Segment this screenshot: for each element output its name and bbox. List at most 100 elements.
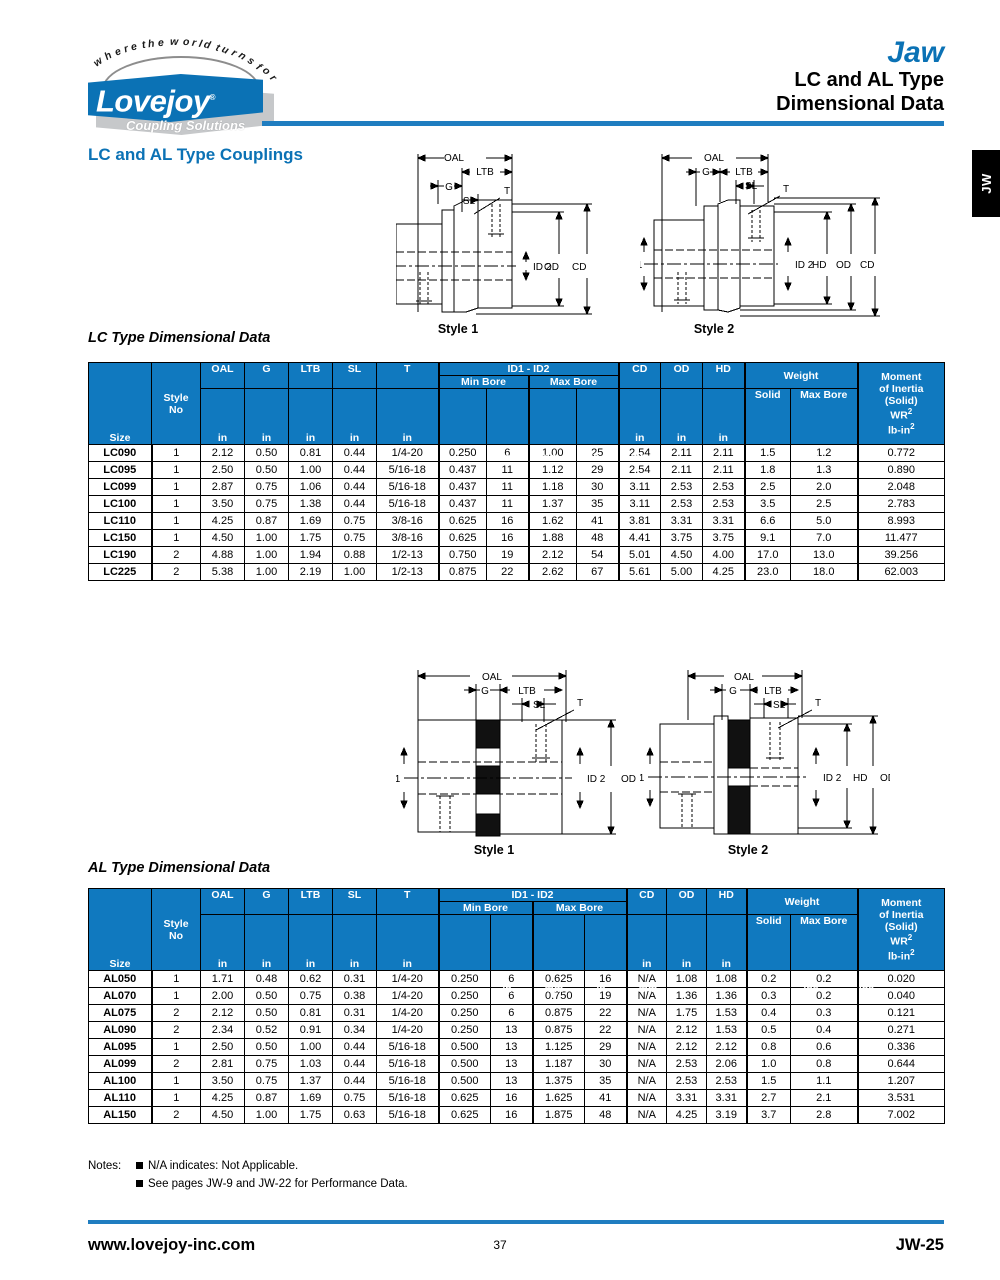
cell-od: 4.50 bbox=[660, 546, 704, 565]
cell-ltb: 1.69 bbox=[288, 1089, 333, 1108]
table-row: AL075 2 2.12 0.50 0.81 0.31 1/4-20 0.250 6 0.875 2… bbox=[88, 1004, 946, 1023]
cell-max-in: 1.375 bbox=[531, 1072, 585, 1091]
cell-wr2: 8.993 bbox=[856, 512, 946, 531]
cell-min-in: 0.750 bbox=[437, 546, 487, 565]
cell-max-mm: 22 bbox=[583, 1021, 628, 1040]
cell-oal: 2.12 bbox=[200, 444, 245, 463]
th-ltb: LTB bbox=[288, 361, 333, 390]
cell-cd: 2.54 bbox=[617, 444, 662, 463]
cell-t: 5/16-18 bbox=[376, 1038, 439, 1057]
cell-od: 2.53 bbox=[666, 1055, 708, 1074]
cell-w-solid: 2.7 bbox=[745, 1089, 792, 1108]
cell-w-solid: 9.1 bbox=[743, 529, 792, 548]
diagram-al-style1: OAL G LTB SL T ID 1 ID 2 OD Style 1 bbox=[396, 662, 646, 857]
th-moment-l1: Moment bbox=[881, 896, 922, 909]
cell-wr2: 0.336 bbox=[856, 1038, 946, 1057]
cell-min-in: 0.625 bbox=[437, 529, 487, 548]
th-unit-cd: in bbox=[617, 388, 662, 446]
cell-t: 5/16-18 bbox=[376, 1055, 439, 1074]
cell-max-mm: 35 bbox=[575, 495, 620, 514]
cell-max-mm: 30 bbox=[575, 478, 620, 497]
cell-cd: N/A bbox=[625, 1055, 668, 1074]
cell-hd: 2.53 bbox=[702, 478, 746, 497]
cell-w-solid: 17.0 bbox=[743, 546, 792, 565]
th-unit-sl: in bbox=[332, 914, 377, 972]
cell-sl: 0.44 bbox=[332, 461, 377, 480]
registered-mark: ® bbox=[209, 93, 216, 102]
cell-cd: N/A bbox=[625, 1038, 668, 1057]
cell-oal: 3.50 bbox=[200, 1072, 245, 1091]
cell-max-in: 1.00 bbox=[527, 444, 577, 463]
cell-hd: 3.19 bbox=[706, 1106, 748, 1125]
svg-text:LTB: LTB bbox=[476, 167, 494, 178]
cell-max-mm: 19 bbox=[583, 987, 628, 1006]
cell-sl: 0.75 bbox=[332, 529, 377, 548]
cell-max-in: 1.37 bbox=[527, 495, 577, 514]
cell-t: 5/16-18 bbox=[376, 495, 439, 514]
th-moment-l2: of Inertia bbox=[879, 382, 924, 395]
th-style-no-l1: Style bbox=[163, 917, 189, 930]
th-moment-l4: WR bbox=[890, 409, 908, 422]
cell-w-solid: 0.2 bbox=[745, 970, 792, 989]
cell-min-mm: 6 bbox=[490, 970, 533, 989]
th-min-bore-in bbox=[437, 914, 491, 972]
cell-od: 5.00 bbox=[660, 563, 704, 582]
svg-text:OD: OD bbox=[544, 262, 559, 273]
cell-w-max: 0.3 bbox=[790, 1004, 859, 1023]
cell-min-in: 0.250 bbox=[437, 987, 491, 1006]
cell-g: 0.50 bbox=[244, 461, 289, 480]
footer-website[interactable]: www.lovejoy-inc.com bbox=[88, 1236, 256, 1254]
cell-style: 1 bbox=[151, 1089, 201, 1108]
cell-g: 0.87 bbox=[244, 512, 289, 531]
table-row: AL050 1 1.71 0.48 0.62 0.31 1/4-20 0.250 6 0.625 1… bbox=[88, 970, 946, 989]
cell-size: LC100 bbox=[88, 495, 153, 514]
cell-hd: 1.36 bbox=[706, 987, 748, 1006]
cell-t: 5/16-18 bbox=[376, 1106, 439, 1125]
svg-text:OD: OD bbox=[621, 774, 636, 785]
header-titles: Jaw LC and AL Type Dimensional Data bbox=[776, 38, 944, 116]
cell-oal: 1.71 bbox=[200, 970, 245, 989]
th-max-bore-mm bbox=[575, 388, 620, 446]
note-item-1: N/A indicates: Not Applicable. bbox=[136, 1160, 298, 1172]
cell-sl: 0.44 bbox=[332, 1038, 377, 1057]
svg-text:OD: OD bbox=[880, 773, 890, 784]
th-od: OD bbox=[666, 887, 708, 916]
cell-od: 2.11 bbox=[660, 461, 704, 480]
svg-text:OD: OD bbox=[836, 260, 851, 271]
cell-max-mm: 41 bbox=[575, 512, 620, 531]
cell-min-in: 0.625 bbox=[437, 1089, 491, 1108]
cell-min-mm: 11 bbox=[486, 478, 529, 497]
cell-t: 1/4-20 bbox=[376, 1021, 439, 1040]
cell-wr2: 0.644 bbox=[856, 1055, 946, 1074]
cell-min-mm: 13 bbox=[490, 1021, 533, 1040]
cell-min-in: 0.437 bbox=[437, 461, 487, 480]
th-g: G bbox=[244, 361, 289, 390]
cell-t: 5/16-18 bbox=[376, 1072, 439, 1091]
cell-cd: N/A bbox=[625, 1004, 668, 1023]
cell-od: 1.36 bbox=[666, 987, 708, 1006]
cell-t: 3/8-16 bbox=[376, 529, 439, 548]
cell-ltb: 0.75 bbox=[288, 987, 333, 1006]
cell-min-mm: 11 bbox=[486, 495, 529, 514]
th-min-bore: Min Bore bbox=[437, 901, 533, 916]
th-unit-oal: in bbox=[200, 388, 245, 446]
cell-wr2: 7.002 bbox=[856, 1106, 946, 1125]
bullet-square-icon bbox=[136, 1180, 143, 1187]
cell-wr2: 0.040 bbox=[856, 987, 946, 1006]
cell-t: 5/16-18 bbox=[376, 461, 439, 480]
table-row: LC190 2 4.88 1.00 1.94 0.88 1/2-13 0.750 19 2.12 5… bbox=[88, 546, 946, 565]
svg-text:CD: CD bbox=[572, 262, 586, 273]
th-moment-l4: WR bbox=[890, 935, 908, 948]
cell-style: 2 bbox=[151, 1106, 201, 1125]
cell-t: 1/2-13 bbox=[376, 546, 439, 565]
cell-ltb: 1.00 bbox=[288, 461, 333, 480]
th-unit-cd: in bbox=[625, 914, 668, 972]
cell-style: 1 bbox=[151, 970, 201, 989]
svg-text:G: G bbox=[729, 686, 737, 697]
cell-max-in: 1.875 bbox=[531, 1106, 585, 1125]
cell-style: 1 bbox=[151, 444, 201, 463]
th-weight-max-bore: Max Bore bbox=[790, 388, 859, 446]
cell-min-mm: 6 bbox=[490, 987, 533, 1006]
cell-oal: 4.88 bbox=[200, 546, 245, 565]
cell-min-mm: 13 bbox=[490, 1055, 533, 1074]
